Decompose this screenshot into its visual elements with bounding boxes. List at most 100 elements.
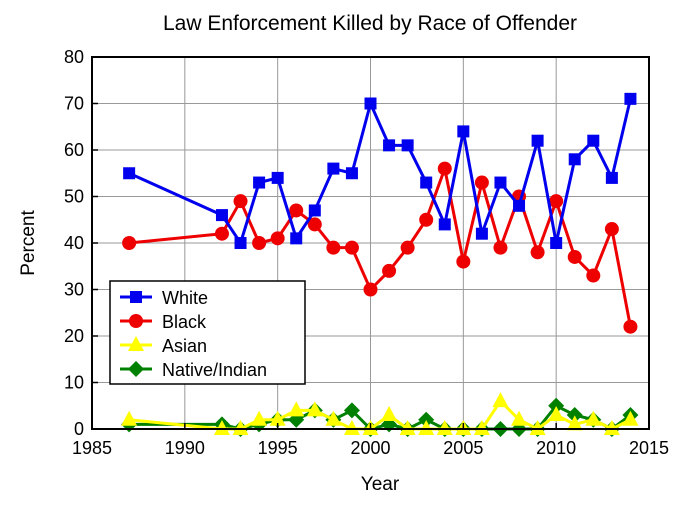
data-point: [213, 420, 230, 435]
data-point: [529, 420, 546, 435]
data-point: [567, 249, 582, 264]
y-tick-label: 80: [64, 47, 84, 67]
y-tick-label: 10: [64, 373, 84, 393]
data-point: [549, 194, 564, 209]
data-point: [494, 176, 507, 189]
y-tick-label: 50: [64, 187, 84, 207]
data-point: [307, 217, 322, 232]
y-tick-label: 30: [64, 280, 84, 300]
data-point: [232, 420, 249, 435]
data-point: [233, 194, 248, 209]
x-axis-label: Year: [361, 474, 400, 495]
data-point: [269, 410, 286, 426]
data-point: [492, 392, 509, 408]
data-point: [270, 231, 285, 246]
data-point: [474, 175, 489, 190]
data-point: [123, 167, 136, 180]
data-point: [587, 134, 600, 147]
x-tick-label: 2010: [536, 438, 576, 458]
legend-marker: [129, 314, 143, 328]
data-point: [253, 176, 266, 189]
data-point: [418, 411, 435, 428]
data-point: [343, 402, 360, 419]
data-point: [288, 401, 305, 417]
data-point: [399, 420, 416, 435]
data-point: [493, 240, 508, 255]
data-point: [306, 401, 323, 417]
data-point: [382, 263, 397, 278]
data-point: [437, 161, 452, 176]
x-tick-label: 1990: [165, 438, 205, 458]
x-tick-label: 2015: [629, 438, 669, 458]
chart-title: Law Enforcement Killed by Race of Offend…: [163, 12, 577, 35]
legend-label: White: [162, 288, 208, 308]
data-point: [475, 227, 488, 240]
x-tick-label: 2000: [350, 438, 390, 458]
data-point: [308, 204, 321, 217]
data-point: [327, 162, 340, 175]
data-point: [419, 212, 434, 227]
y-axis-label: Percent: [18, 210, 39, 276]
data-point: [234, 237, 247, 249]
y-tick-label: 0: [74, 419, 84, 439]
data-point: [289, 203, 304, 218]
legend-marker: [130, 291, 142, 303]
data-point: [214, 226, 229, 241]
y-tick-label: 70: [64, 94, 84, 114]
data-point: [623, 319, 638, 334]
data-point: [383, 139, 396, 152]
legend: White Black Asian Native/Indian: [109, 280, 306, 385]
x-tick-label: 1995: [258, 438, 298, 458]
data-point: [511, 410, 528, 426]
data-point: [548, 397, 565, 414]
data-point: [436, 420, 453, 435]
data-point: [121, 410, 138, 426]
data-point: [566, 407, 583, 424]
data-point: [473, 420, 490, 435]
data-point: [326, 240, 341, 255]
data-point: [457, 125, 470, 138]
data-point: [251, 410, 268, 426]
data-point: [604, 222, 619, 237]
data-point: [343, 420, 360, 435]
y-tick-label: 60: [64, 140, 84, 160]
data-point: [586, 268, 601, 283]
data-point: [531, 134, 544, 147]
data-point: [420, 176, 433, 189]
data-point: [418, 420, 435, 435]
y-tick-label: 40: [64, 233, 84, 253]
data-point: [364, 97, 377, 110]
data-point: [513, 199, 526, 212]
series-white: [123, 92, 637, 249]
data-point: [605, 171, 618, 184]
legend-marker: [128, 336, 144, 351]
data-point: [624, 92, 637, 105]
legend-label: Black: [162, 312, 207, 332]
y-tick-label: 20: [64, 326, 84, 346]
data-point: [215, 209, 228, 222]
data-point: [325, 410, 342, 426]
data-point: [550, 237, 563, 249]
data-point: [438, 218, 451, 231]
data-point: [568, 153, 581, 166]
legend-label: Native/Indian: [162, 360, 267, 380]
data-point: [344, 240, 359, 255]
data-point: [585, 410, 602, 426]
data-point: [271, 171, 284, 184]
data-point: [401, 139, 414, 152]
x-tick-label: 2005: [443, 438, 483, 458]
data-point: [548, 406, 565, 422]
data-point: [530, 245, 545, 260]
data-point: [252, 236, 267, 250]
data-point: [122, 236, 137, 250]
data-point: [400, 240, 415, 255]
data-point: [381, 406, 398, 422]
series-line: [128, 98, 632, 247]
data-point: [603, 420, 620, 435]
data-point: [622, 410, 639, 426]
data-point: [345, 167, 358, 180]
x-tick-label: 1985: [72, 438, 112, 458]
data-point: [456, 254, 471, 269]
data-point: [566, 415, 583, 431]
data-point: [363, 282, 378, 297]
